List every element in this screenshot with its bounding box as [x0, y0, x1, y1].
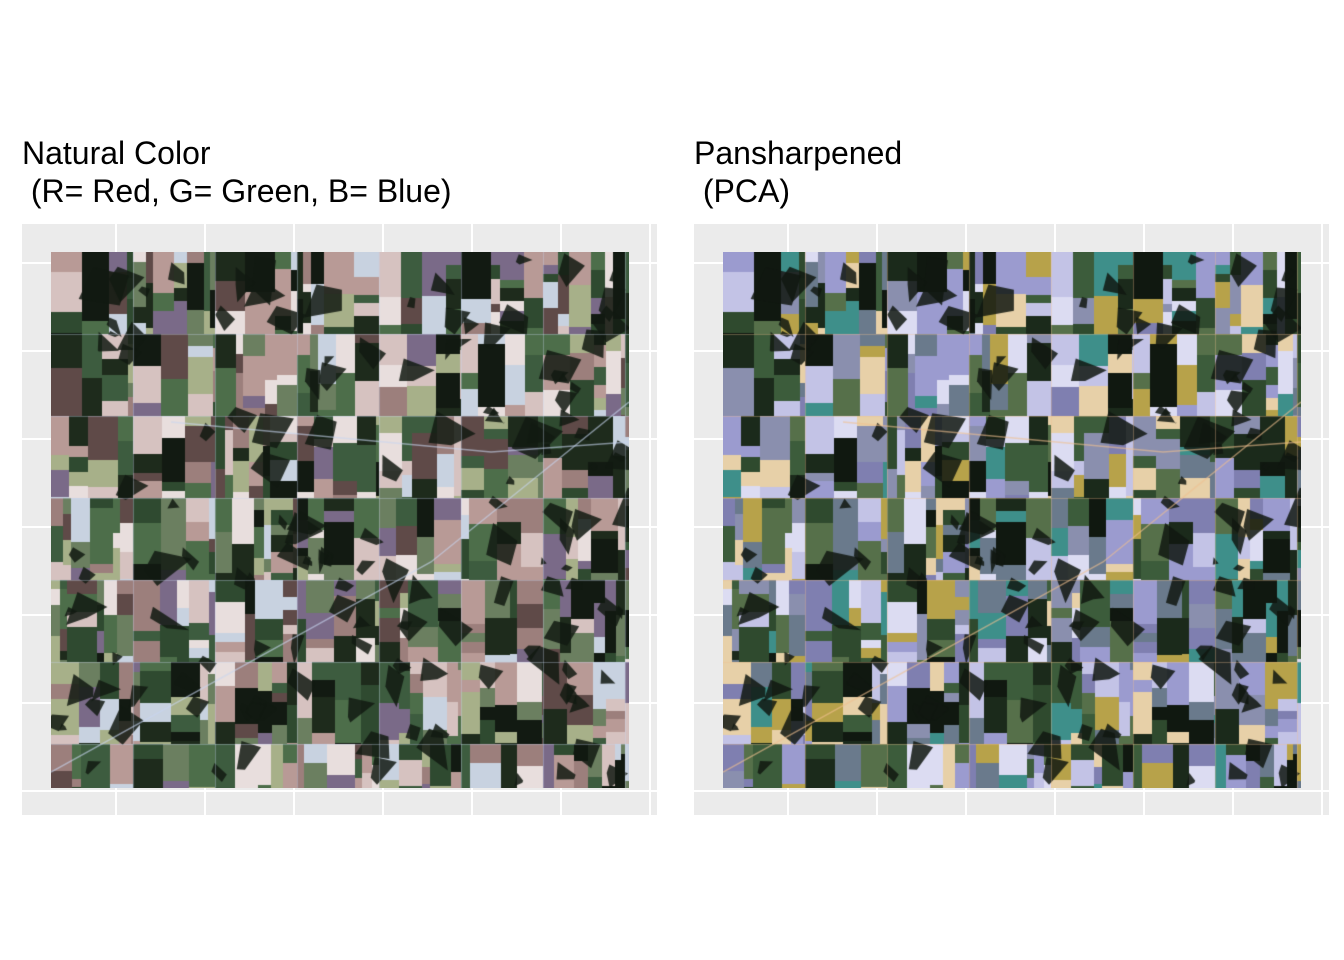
natural-color-satellite-image	[51, 252, 629, 788]
pansharpened-title-line2: (PCA)	[694, 173, 790, 209]
natural-color-title-line2: (R= Red, G= Green, B= Blue)	[22, 173, 452, 209]
natural-color-title-line1: Natural Color	[22, 135, 211, 171]
pansharpened-title-line1: Pansharpened	[694, 135, 903, 171]
pansharpened-satellite-image	[723, 252, 1301, 788]
